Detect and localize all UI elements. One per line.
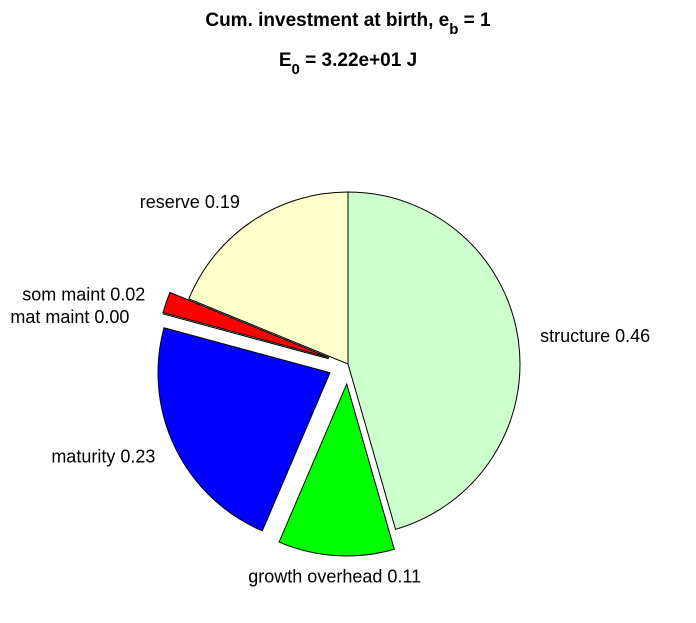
chart-subtitle: E0 = 3.22e+01 J: [279, 50, 417, 78]
subtitle-after: = 3.22e+01 J: [300, 50, 417, 71]
slice-value: 0.46: [615, 326, 650, 346]
slice-value: 0.02: [110, 284, 145, 304]
slice-label: maturity 0.23: [51, 446, 155, 466]
slice-name: maturity: [51, 446, 115, 466]
title-after: = 1: [458, 10, 491, 31]
slice-name: structure: [540, 326, 610, 346]
title-text: Cum. investment at birth, e: [205, 10, 449, 31]
slice-label: structure 0.46: [540, 326, 650, 346]
slice-label: mat maint 0.00: [10, 307, 129, 327]
slice-name: reserve: [140, 192, 200, 212]
pie-slice: [347, 191, 521, 530]
subtitle-subscript: 0: [292, 61, 300, 78]
slice-label: growth overhead 0.11: [248, 566, 421, 586]
subtitle-text: E: [279, 50, 292, 71]
title-subscript: b: [449, 21, 458, 38]
chart-title: Cum. investment at birth, eb = 1: [205, 10, 491, 38]
pie-slice: [157, 327, 331, 532]
slice-name: mat maint: [10, 307, 89, 327]
slice-value: 0.11: [387, 566, 421, 586]
slice-value: 0.19: [205, 192, 240, 212]
pie-slice: [188, 191, 349, 365]
slice-value: 0.00: [94, 307, 129, 327]
slice-name: growth overhead: [248, 566, 382, 586]
slice-label: reserve 0.19: [140, 192, 240, 212]
slice-value: 0.23: [120, 446, 155, 466]
slice-name: som maint: [22, 284, 105, 304]
pie-slice: [278, 382, 395, 557]
slice-label: som maint 0.02: [22, 284, 145, 304]
pie-slice: [162, 291, 330, 359]
pie-slice: [162, 313, 329, 360]
